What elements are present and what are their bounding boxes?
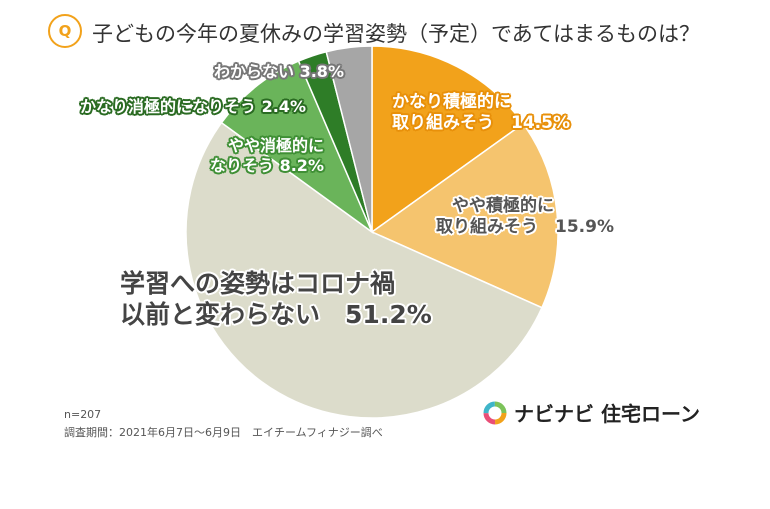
label-somewhat-active: やや積極的に 取り組みそう 15.9% bbox=[436, 196, 614, 238]
slice-somewhat-passive bbox=[220, 60, 374, 235]
label-very-active: かなり積極的に 取り組みそう 14.5% bbox=[392, 92, 570, 134]
question-badge: Q bbox=[48, 14, 82, 48]
label-unknown: わからない 3.8% bbox=[214, 62, 344, 81]
label-very-passive: かなり消極的になりそう 2.4% bbox=[80, 97, 306, 116]
chart-title: 子どもの今年の夏休みの学習姿勢（予定）であてはまるものは？ bbox=[92, 22, 700, 46]
brand-name: ナビナビ 住宅ローン bbox=[514, 402, 700, 426]
slice-unknown bbox=[325, 45, 373, 233]
sample-size: n=207 bbox=[64, 408, 102, 421]
slice-unchanged bbox=[185, 121, 543, 419]
brand-ring-icon bbox=[483, 401, 507, 424]
slice-somewhat-active bbox=[370, 122, 559, 309]
label-unchanged: 学習への姿勢はコロナ禍 以前と変わらない 51.2% bbox=[120, 269, 432, 330]
survey-period: 調査期間：2021年6月7日～6月9日 エイチームフィナジー調べ bbox=[64, 426, 383, 439]
label-somewhat-passive: やや消極的に なりそう 8.2% bbox=[210, 136, 324, 175]
brand-logo: ナビナビ 住宅ローン bbox=[482, 398, 700, 427]
slice-very-active bbox=[371, 45, 525, 234]
